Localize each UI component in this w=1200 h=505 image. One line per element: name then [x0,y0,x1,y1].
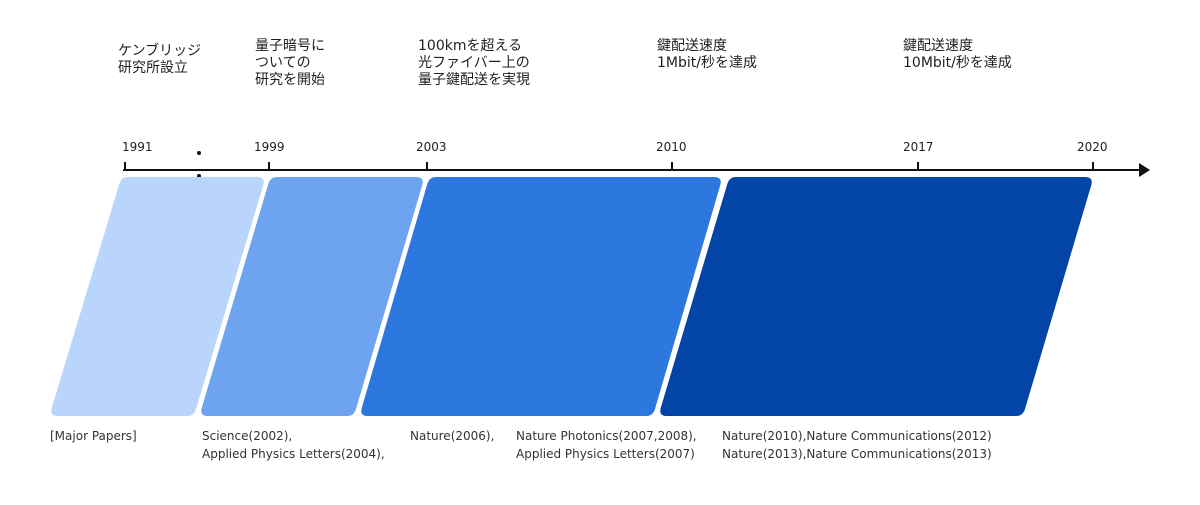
milestone-line: 研究を開始 [255,72,325,88]
papers-phase-3a: Nature(2006), [410,427,494,445]
milestone-100km-fiber: 100kmを超える 光ファイバー上の 量子鍵配送を実現 [418,38,530,89]
papers-phase-3b: Nature Photonics(2007,2008), Applied Phy… [516,427,697,463]
phase-1-band [51,177,264,416]
year-label: 1991 [122,140,153,154]
papers-phase-4: Nature(2010),Nature Communications(2012)… [722,427,992,463]
year-label: 2020 [1077,140,1108,154]
year-label: 2017 [903,140,934,154]
milestone-line: 10Mbit/秒を達成 [903,55,1012,71]
milestone-line: 100kmを超える [418,38,523,54]
milestone-line: 量子鍵配送を実現 [418,72,530,88]
axis-arrowhead [1139,163,1150,177]
milestone-line: 量子暗号に [255,38,325,54]
phase-2-band [201,177,423,416]
papers-heading: [Major Papers] [50,429,137,443]
year-label: 2003 [416,140,447,154]
milestone-cambridge-lab: ケンブリッジ 研究所設立 [118,43,201,77]
milestone-line: ついての [255,55,311,71]
milestone-line: 鍵配送速度 [657,38,727,54]
milestone-line: 1Mbit/秒を達成 [657,55,757,71]
paper-line: Applied Physics Letters(2004), [202,447,385,461]
year-label: 1999 [254,140,285,154]
paper-line: Nature(2006), [410,429,495,443]
major-papers-label: [Major Papers] [50,427,137,445]
milestone-line: ケンブリッジ [118,43,202,59]
milestone-line: 鍵配送速度 [903,38,973,54]
papers-phase-2: Science(2002), Applied Physics Letters(2… [202,427,385,463]
ellipsis-dot [197,151,201,155]
year-label: 2010 [656,140,687,154]
milestone-research-start: 量子暗号に ついての 研究を開始 [255,38,325,89]
milestone-1mbit: 鍵配送速度 1Mbit/秒を達成 [657,38,757,72]
phase-3-band [361,177,721,416]
paper-line: Science(2002), [202,429,293,443]
milestone-line: 研究所設立 [118,60,188,76]
milestone-line: 光ファイバー上の [418,55,530,71]
paper-line: Nature Photonics(2007,2008), [516,429,697,443]
phase-4-band [660,177,1092,416]
paper-line: Nature(2013),Nature Communications(2013) [722,447,992,461]
paper-line: Nature(2010),Nature Communications(2012) [722,429,992,443]
milestone-10mbit: 鍵配送速度 10Mbit/秒を達成 [903,38,1012,72]
paper-line: Applied Physics Letters(2007) [516,447,695,461]
